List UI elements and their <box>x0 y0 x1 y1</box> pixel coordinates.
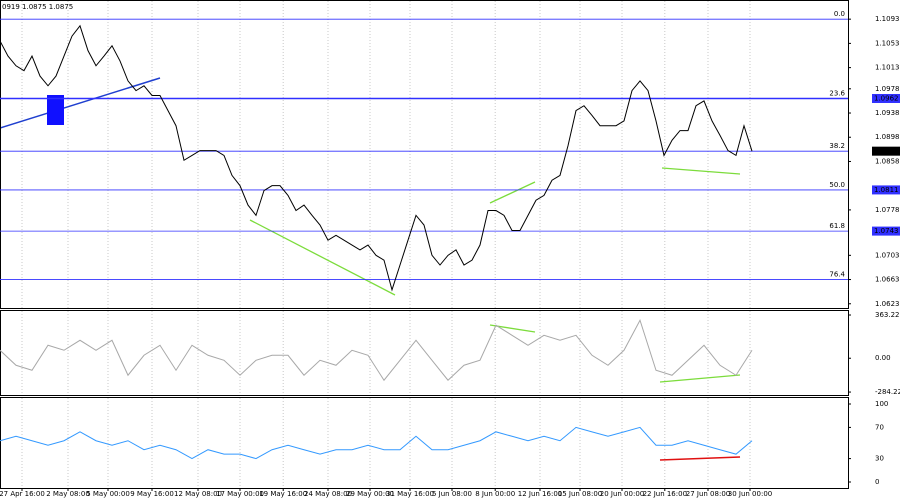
y-tick-label: 100 <box>875 400 888 408</box>
level-tick-box <box>872 93 900 103</box>
level-tick-box <box>872 226 900 236</box>
y-tick-label: 30 <box>875 455 884 463</box>
y-tick-label: 1.0898 <box>875 133 900 141</box>
series-line <box>0 319 753 382</box>
rsi-pane <box>0 397 849 489</box>
trend-line <box>0 77 161 129</box>
level-tick-box <box>872 185 900 195</box>
x-tick-label: 5 May 00:00 <box>86 490 130 498</box>
fib-label: 38.2 <box>829 142 845 150</box>
series-line <box>0 426 753 460</box>
x-tick-label: 12 May 08:00 <box>174 490 222 498</box>
marker-box <box>47 95 64 125</box>
x-tick-label: 8 Jun 00:00 <box>475 490 515 498</box>
level-tick-label: 1.0743 <box>874 227 899 235</box>
x-tick-label: 27 Jun 08:00 <box>686 490 730 498</box>
divergence-line <box>659 374 741 383</box>
divergence-line <box>489 181 536 204</box>
x-tick-label: 2 May 08:00 <box>46 490 90 498</box>
y-tick-label: 1.1013 <box>875 64 900 72</box>
header-text: 0919 1.0875 1.0875 <box>2 3 73 11</box>
fib-label: 0.0 <box>834 10 845 18</box>
x-tick-label: 5 Jun 08:00 <box>432 490 472 498</box>
y-tick-label: 1.1093 <box>875 15 900 23</box>
y-tick-label: 1.0663 <box>875 276 900 284</box>
series-line <box>0 24 753 292</box>
x-tick-label: 30 Jun 00:00 <box>728 490 772 498</box>
level-tick-label: 1.0962 <box>874 94 899 102</box>
x-tick-label: 22 Jun 16:00 <box>643 490 687 498</box>
x-tick-label: 29 May 00:00 <box>346 490 394 498</box>
x-tick-label: 31 May 16:00 <box>386 490 434 498</box>
grid <box>21 1 751 488</box>
x-tick-label: 12 Jun 16:00 <box>518 490 562 498</box>
x-tick-label: 27 Apr 16:00 <box>0 490 45 498</box>
last-price-box <box>872 146 900 156</box>
y-tick-label: 0.00 <box>875 354 891 362</box>
level-tick-label: 1.0811 <box>874 186 899 194</box>
y-tick-label: 70 <box>875 423 884 431</box>
y-tick-label: 1.0978 <box>875 85 900 93</box>
x-tick-label: 15 Jun 08:00 <box>558 490 602 498</box>
fib-label: 76.4 <box>829 271 845 279</box>
x-tick-label: 17 May 00:00 <box>216 490 264 498</box>
fib-label: 50.0 <box>829 181 845 189</box>
y-tick-label: 0 <box>875 478 879 486</box>
y-tick-label: 1.0938 <box>875 109 900 117</box>
divergence-line <box>661 167 741 175</box>
price-pane <box>0 0 849 309</box>
x-tick-label: 20 Jun 00:00 <box>600 490 644 498</box>
annotations <box>0 77 741 461</box>
y-tick-label: 1.0623 <box>875 300 900 308</box>
y-tick-label: 363.2239 <box>875 311 900 319</box>
divergence-line <box>249 219 396 296</box>
y-tick-label: 1.0778 <box>875 206 900 214</box>
x-tick-label: 24 May 08:00 <box>304 490 352 498</box>
y-tick-label: 1.0858 <box>875 157 900 165</box>
divergence-line <box>659 456 741 461</box>
fib-label: 23.6 <box>829 89 845 97</box>
fib-label: 61.8 <box>829 222 845 230</box>
y-tick-label: 1.1053 <box>875 39 900 47</box>
last-price-label: 1.0875 <box>874 147 899 155</box>
x-tick-label: 9 May 16:00 <box>130 490 174 498</box>
y-tick-label: 1.0703 <box>875 251 900 259</box>
x-tick-label: 19 May 16:00 <box>259 490 307 498</box>
cci-pane <box>0 310 849 396</box>
y-tick-label: -284.224 <box>875 388 900 396</box>
